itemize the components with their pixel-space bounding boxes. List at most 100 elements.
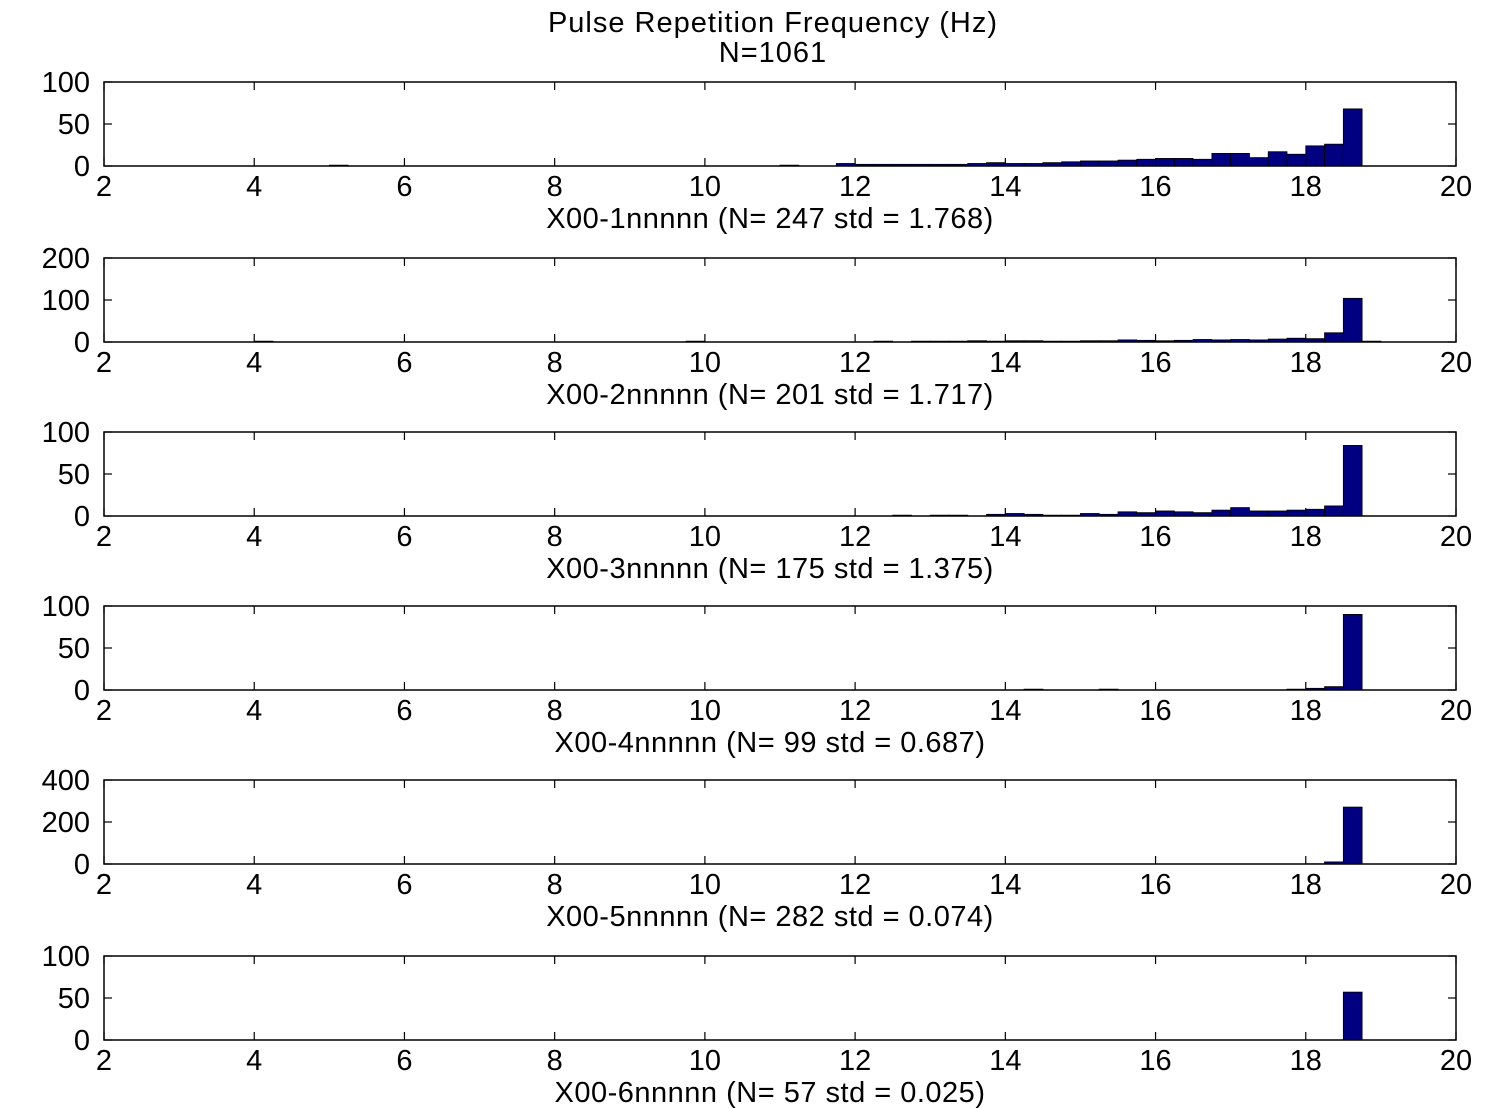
y-tick-label: 400	[42, 765, 90, 797]
y-tick-label: 100	[42, 941, 90, 973]
x-axis-label: X00-5nnnnn (N= 282 std = 0.074)	[546, 901, 994, 933]
x-tick-label: 14	[989, 347, 1021, 379]
x-axis-label: X00-6nnnnn (N= 57 std = 0.025)	[555, 1077, 986, 1108]
histogram-bar	[1080, 160, 1100, 167]
x-tick-label: 14	[989, 1045, 1021, 1077]
x-tick-label: 16	[1139, 521, 1171, 553]
histogram-bar	[1211, 509, 1232, 517]
histogram-bar	[1211, 152, 1232, 167]
x-tick-label: 16	[1139, 171, 1171, 203]
histogram-bar	[1192, 158, 1213, 167]
x-tick-label: 2	[96, 869, 112, 901]
histogram-bar	[1155, 510, 1175, 517]
y-tick-label: 0	[74, 151, 90, 183]
y-tick-label: 200	[42, 807, 90, 839]
y-tick-label: 50	[58, 983, 90, 1015]
x-tick-label: 2	[96, 171, 112, 203]
x-tick-label: 16	[1139, 347, 1171, 379]
x-tick-label: 20	[1440, 1045, 1472, 1077]
x-tick-label: 20	[1440, 869, 1472, 901]
x-tick-label: 8	[547, 695, 563, 727]
histogram-bar	[1267, 151, 1288, 167]
x-tick-label: 14	[989, 521, 1021, 553]
y-tick-label: 0	[74, 675, 90, 707]
histogram-bar	[1324, 505, 1344, 517]
subplot-6: 2 4 6 8 10 12 14 16 18 20 0 50 100 X00-6nnnnn (N= 57 …	[42, 941, 1473, 1108]
x-axis-label: X00-4nnnnn (N= 99 std = 0.687)	[555, 727, 986, 759]
histogram-bar	[1155, 158, 1175, 167]
y-tick-label: 100	[42, 591, 90, 623]
y-tick-label: 50	[58, 459, 90, 491]
x-tick-label: 8	[547, 171, 563, 203]
histogram-bar	[1305, 145, 1325, 167]
y-tick-label: 100	[42, 67, 90, 99]
x-tick-label: 10	[689, 1045, 721, 1077]
x-tick-label: 12	[839, 1045, 871, 1077]
y-tick-label: 0	[74, 501, 90, 533]
x-tick-label: 10	[689, 347, 721, 379]
x-tick-label: 16	[1139, 1045, 1171, 1077]
histogram-bar	[1342, 108, 1363, 167]
histogram-bar	[1230, 152, 1250, 167]
x-tick-label: 12	[839, 869, 871, 901]
subplot-4: 2 4 6 8 10 12 14 16 18 20 0 50 100 X00-4nnnnn (N= 99 …	[42, 591, 1473, 759]
x-tick-label: 14	[989, 171, 1021, 203]
histogram-bar	[1286, 509, 1307, 517]
x-tick-label: 12	[839, 347, 871, 379]
histogram-bar	[1286, 153, 1307, 167]
histogram-bar	[1324, 143, 1344, 167]
x-tick-label: 4	[246, 171, 262, 203]
y-tick-label: 200	[42, 243, 90, 275]
x-tick-label: 18	[1290, 171, 1322, 203]
y-tick-label: 0	[74, 849, 90, 881]
x-tick-label: 4	[246, 869, 262, 901]
x-axis-label: X00-1nnnnn (N= 247 std = 1.768)	[546, 203, 994, 235]
histogram-bar	[1249, 157, 1269, 167]
x-tick-label: 4	[246, 1045, 262, 1077]
x-tick-label: 6	[396, 347, 412, 379]
x-tick-label: 10	[689, 171, 721, 203]
x-tick-label: 6	[396, 695, 412, 727]
x-tick-label: 12	[839, 171, 871, 203]
x-tick-label: 4	[246, 347, 262, 379]
x-tick-label: 20	[1440, 347, 1472, 379]
histogram-bar	[1230, 507, 1250, 517]
histogram-bar	[1249, 510, 1269, 517]
subplot-3: 2 4 6 8 10 12 14 16 18 20 0 50 100 X00-3nnnnn (N= 175…	[42, 417, 1473, 585]
x-tick-label: 6	[396, 171, 412, 203]
x-tick-label: 4	[246, 695, 262, 727]
x-tick-label: 6	[396, 1045, 412, 1077]
figure-title: Pulse Repetition Frequency (Hz)	[548, 7, 998, 39]
x-tick-label: 10	[689, 521, 721, 553]
x-axis-label: X00-2nnnnn (N= 201 std = 1.717)	[546, 379, 994, 411]
histogram-bar	[1342, 297, 1363, 343]
x-axis-label: X00-3nnnnn (N= 175 std = 1.375)	[546, 553, 994, 585]
x-tick-label: 18	[1290, 869, 1322, 901]
x-tick-label: 20	[1440, 171, 1472, 203]
x-tick-label: 18	[1290, 521, 1322, 553]
histogram-bar	[1342, 445, 1363, 517]
x-tick-label: 12	[839, 521, 871, 553]
histogram-bar	[1173, 158, 1194, 167]
x-tick-label: 20	[1440, 521, 1472, 553]
histogram-bar	[1342, 991, 1363, 1041]
x-tick-label: 10	[689, 869, 721, 901]
x-tick-label: 16	[1139, 695, 1171, 727]
x-tick-label: 8	[547, 347, 563, 379]
x-tick-label: 2	[96, 695, 112, 727]
histogram-bar	[1098, 160, 1119, 167]
x-tick-label: 14	[989, 695, 1021, 727]
histogram-bar	[1267, 510, 1288, 517]
x-tick-label: 2	[96, 347, 112, 379]
y-tick-label: 100	[42, 285, 90, 317]
figure-subtitle: N=1061	[719, 37, 827, 69]
x-tick-label: 8	[547, 1045, 563, 1077]
histogram-bar	[1342, 806, 1363, 865]
y-tick-label: 50	[58, 109, 90, 141]
histogram-bar	[1324, 332, 1344, 343]
x-tick-label: 10	[689, 695, 721, 727]
